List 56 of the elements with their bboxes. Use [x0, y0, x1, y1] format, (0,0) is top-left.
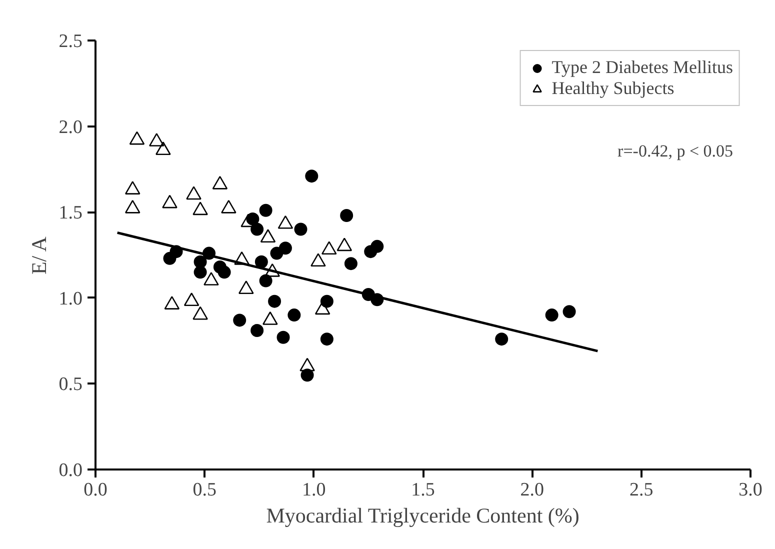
point — [250, 324, 264, 337]
point — [194, 266, 207, 279]
x-tick-label: 0.0 — [84, 480, 108, 500]
point — [320, 294, 334, 308]
point — [321, 241, 337, 255]
point — [268, 294, 282, 308]
x-tick-label: 2.0 — [520, 480, 544, 500]
point — [163, 252, 176, 265]
point — [294, 222, 308, 236]
point — [129, 131, 145, 145]
point — [148, 133, 164, 146]
point — [259, 274, 272, 288]
annotation: r=-0.42, p < 0.05 — [618, 142, 734, 161]
point — [254, 255, 268, 268]
legend-label: Type 2 Diabetes Mellitus — [552, 57, 733, 78]
point — [270, 246, 284, 260]
y-tick-label: 2.5 — [58, 31, 82, 52]
point — [156, 142, 171, 156]
point — [278, 215, 294, 229]
point — [336, 238, 352, 252]
point — [212, 176, 228, 190]
point — [310, 253, 326, 267]
point — [192, 202, 208, 216]
point — [300, 368, 314, 382]
x-tick-label: 1.5 — [411, 480, 435, 500]
point — [221, 200, 236, 214]
x-tick-label: 2.5 — [629, 480, 654, 500]
y-tick-label: 0.5 — [58, 374, 82, 396]
point — [259, 204, 272, 217]
x-tick-label: 3.0 — [738, 480, 762, 500]
point — [344, 257, 358, 270]
point — [288, 308, 301, 322]
point — [124, 200, 140, 214]
y-tick-label: 2.0 — [58, 116, 82, 138]
point — [186, 186, 202, 200]
point — [250, 222, 264, 236]
y-tick-label: 0.0 — [58, 460, 82, 481]
point — [495, 332, 508, 346]
point — [340, 209, 354, 222]
point — [562, 305, 576, 318]
point — [233, 314, 246, 327]
x-tick-label: 1.0 — [302, 480, 326, 500]
point — [218, 266, 231, 279]
point — [545, 308, 558, 322]
x-tick-label: 0.5 — [192, 480, 217, 500]
point — [320, 332, 334, 346]
y-axis-title: E/ A — [26, 236, 51, 275]
point — [260, 229, 276, 243]
x-axis-title: Myocardial Triglyceride Content (%) — [266, 504, 580, 528]
y-tick-label: 1.0 — [58, 288, 82, 310]
point — [276, 330, 290, 344]
y-tick-label: 1.5 — [58, 202, 82, 224]
legend-label: Healthy Subjects — [552, 78, 674, 99]
point — [162, 194, 178, 208]
point — [124, 181, 140, 194]
point — [364, 245, 378, 258]
